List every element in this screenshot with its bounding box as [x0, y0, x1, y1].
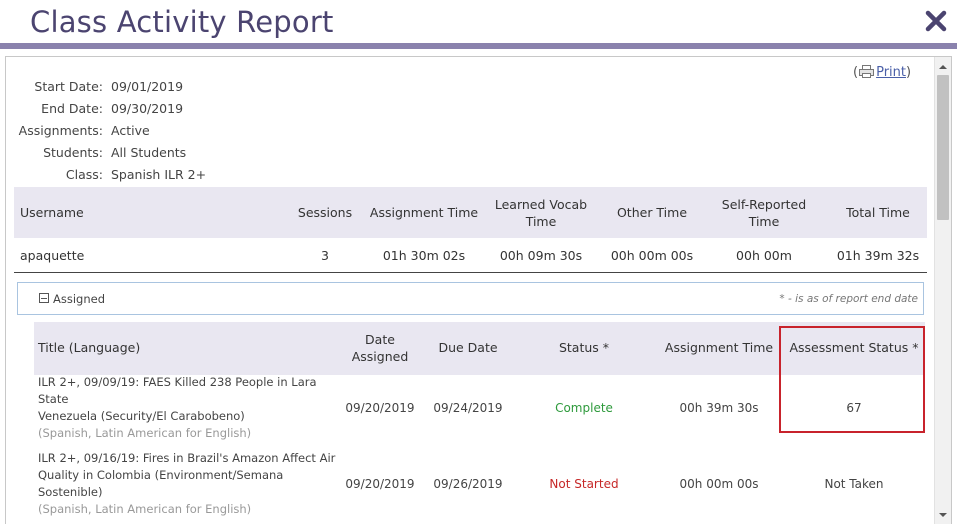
summary-label: Class:: [65, 167, 103, 182]
header-other-time-label: Other Time: [616, 205, 688, 220]
header-total-time: Total Time: [828, 187, 928, 238]
dialog-titlebar: Class Activity Report: [0, 0, 957, 44]
assignment-language: (Spanish, Latin American for English): [38, 426, 252, 440]
header-learned-vocab-line2: Time: [525, 213, 557, 229]
cell-learned-vocab: 00h 09m 30s: [499, 248, 583, 263]
header-title-language-label: Title (Language): [38, 340, 141, 355]
print-open-paren: (: [853, 65, 859, 80]
header-assessment-status-label: Assessment Status *: [789, 340, 919, 355]
header-sub-assignment-time-label: Assignment Time: [664, 340, 774, 355]
scroll-down-icon[interactable]: [935, 507, 951, 523]
summary-start-date: Start Date: 09/01/2019: [6, 77, 306, 99]
header-assessment-status: Assessment Status *: [786, 322, 922, 373]
title-accent-bar: [0, 43, 957, 49]
header-assignment-time: Assignment Time: [364, 187, 484, 238]
summary-end-date: End Date: 09/30/2019: [6, 99, 306, 121]
cell-assignment-time: 00h 00m 00s: [679, 477, 759, 491]
scroll-up-icon[interactable]: [935, 59, 951, 75]
cell-title-language: ILR 2+, 09/16/19: Fires in Brazil's Amaz…: [38, 447, 338, 521]
header-date-assigned-line1: Date: [365, 331, 395, 347]
print-control: ( Print): [853, 65, 911, 80]
table-row: apaquette 3 01h 30m 02s 00h 09m 30s 00h …: [14, 238, 927, 273]
cell-username: apaquette: [20, 248, 85, 263]
cell-assessment-status: 67: [846, 401, 862, 415]
assigned-section-header: Assigned * - is as of report end date: [17, 282, 924, 315]
header-self-reported-line1: Self-Reported: [721, 196, 807, 212]
header-total-time-label: Total Time: [846, 205, 910, 220]
summary-label: Assignments:: [18, 123, 103, 138]
summary-label: Students:: [43, 145, 103, 160]
cell-date-assigned: 09/20/2019: [345, 401, 415, 415]
summary-value: 09/01/2019: [111, 79, 184, 94]
header-self-reported-line2: Time: [748, 213, 780, 229]
header-assignment-time: Assignment Time: [660, 322, 778, 373]
collapse-icon[interactable]: [39, 293, 49, 303]
cell-due-date: 09/24/2019: [433, 401, 503, 415]
cell-total-time: 01h 39m 32s: [836, 248, 920, 263]
cell-other-time: 00h 00m 00s: [610, 248, 694, 263]
header-username-label: Username: [20, 205, 84, 220]
assigned-label: Assigned: [53, 292, 106, 306]
summary-students: Students: All Students: [6, 143, 306, 165]
status-badge: Complete: [555, 401, 613, 415]
print-close-paren: ): [905, 65, 912, 80]
cell-sessions: 3: [321, 248, 329, 263]
assignment-title-line[interactable]: ILR 2+, 09/09/19: FAES Killed 238 People…: [38, 375, 317, 406]
report-summary: Start Date: 09/01/2019 End Date: 09/30/2…: [6, 77, 306, 187]
cell-assessment-status: Not Taken: [824, 477, 884, 491]
report-body: Start Date: 09/01/2019 End Date: 09/30/2…: [5, 56, 952, 524]
cell-assignment-time: 00h 39m 30s: [679, 401, 759, 415]
header-due-date-label: Due Date: [438, 340, 498, 355]
header-due-date: Due Date: [428, 322, 508, 373]
scroll-thumb[interactable]: [937, 75, 949, 220]
header-learned-vocab-line1: Learned Vocab: [494, 196, 588, 212]
summary-assignments: Assignments: Active: [6, 121, 306, 143]
header-title-language: Title (Language): [38, 322, 318, 373]
header-status-label: Status *: [558, 340, 610, 355]
close-icon[interactable]: [925, 8, 947, 34]
summary-value: Active: [111, 123, 150, 138]
summary-value: 09/30/2019: [111, 101, 184, 116]
header-learned-vocab: Learned Vocab Time: [486, 187, 596, 238]
cell-date-assigned: 09/20/2019: [345, 477, 415, 491]
assignment-table-header: Title (Language) Date Assigned Due Date S…: [34, 322, 925, 375]
assignment-title-line[interactable]: Sostenible): [38, 485, 103, 499]
cell-due-date: 09/26/2019: [433, 477, 503, 491]
cell-assignment-time: 01h 30m 02s: [382, 248, 466, 263]
header-status: Status *: [534, 322, 634, 373]
header-date-assigned-line2: Assigned: [351, 348, 409, 364]
dialog-title: Class Activity Report: [30, 5, 334, 39]
report-end-date-note: * - is as of report end date: [779, 293, 918, 305]
print-link[interactable]: Print: [876, 65, 906, 80]
assignment-language: (Spanish, Latin American for English): [38, 502, 252, 516]
summary-value: All Students: [111, 145, 187, 160]
summary-label: Start Date:: [34, 79, 103, 94]
header-other-time: Other Time: [602, 187, 702, 238]
assessment-status-highlight: [779, 326, 925, 433]
header-sessions-label: Sessions: [297, 205, 353, 220]
vertical-scrollbar[interactable]: [934, 57, 951, 524]
summary-class: Class: Spanish ILR 2+: [6, 165, 306, 187]
table-row: ILR 2+, 09/09/19: FAES Killed 238 People…: [34, 375, 925, 441]
printer-icon[interactable]: [859, 65, 875, 78]
header-self-reported: Self-Reported Time: [708, 187, 820, 238]
header-assignment-time-label: Assignment Time: [369, 205, 479, 220]
student-table-header: Username Sessions Assignment Time Learne…: [14, 187, 927, 238]
summary-value: Spanish ILR 2+: [111, 167, 207, 182]
header-username: Username: [20, 187, 160, 238]
cell-title-language: ILR 2+, 09/09/19: FAES Killed 238 People…: [38, 375, 338, 441]
header-date-assigned: Date Assigned: [344, 322, 416, 373]
header-sessions: Sessions: [294, 187, 356, 238]
cell-self-reported: 00h 00m: [736, 248, 792, 263]
assignment-title-line[interactable]: Quality in Colombia (Environment/Semana: [38, 468, 284, 482]
table-row: ILR 2+, 09/16/19: Fires in Brazil's Amaz…: [34, 447, 925, 521]
status-badge: Not Started: [549, 477, 619, 491]
summary-label: End Date:: [41, 101, 103, 116]
assignment-title-line[interactable]: ILR 2+, 09/16/19: Fires in Brazil's Amaz…: [38, 451, 336, 465]
assignment-title-line[interactable]: Venezuela (Security/El Carabobeno): [38, 409, 245, 423]
